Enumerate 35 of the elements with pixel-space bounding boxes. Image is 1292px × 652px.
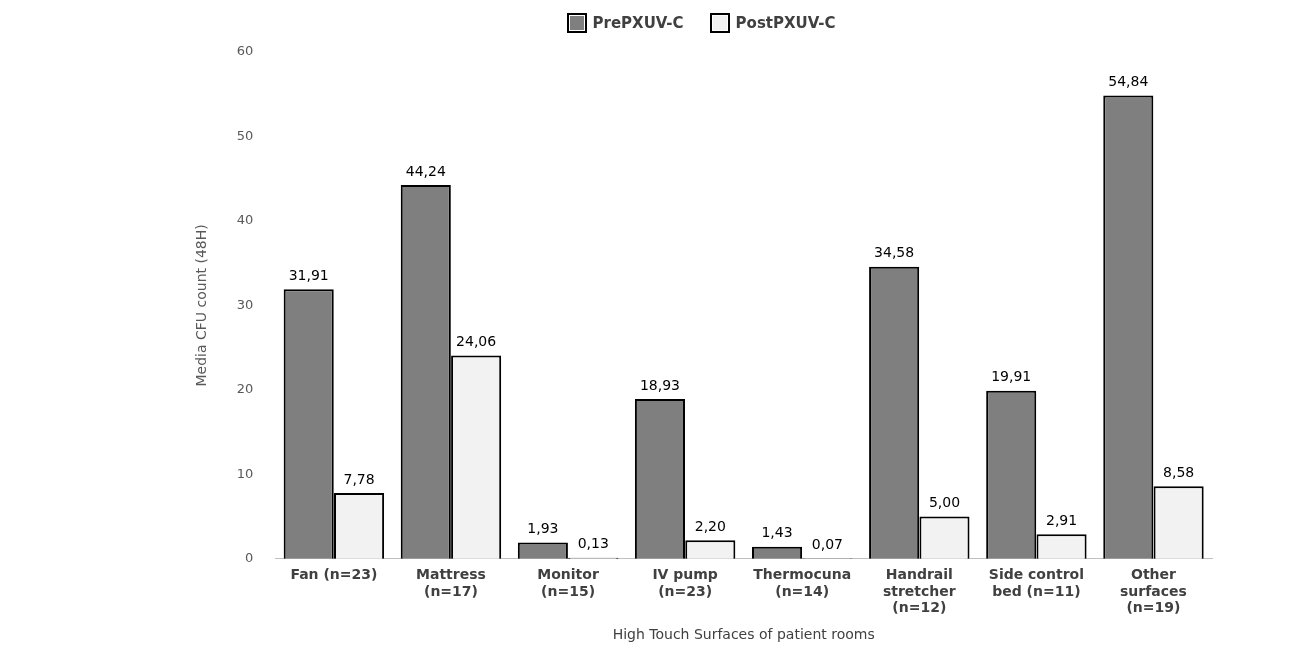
data-label: 5,00 [928, 494, 961, 511]
x-tick-label: Fan (n=23) [290, 565, 378, 582]
y-tick-label: 20 [236, 381, 254, 397]
x-tick-label: Thermocuna (n=14) [753, 565, 852, 599]
x-tick-label: IV pump (n=23) [652, 565, 718, 599]
x-tick-label: Side control bed (n=11) [988, 565, 1084, 599]
legend-label: PostPXUV-C [735, 14, 836, 32]
x-axis-title: High Touch Surfaces of patient rooms [612, 626, 875, 643]
data-label: 2,91 [1045, 511, 1078, 528]
data-label: 44,24 [405, 162, 446, 179]
y-tick-label: 30 [236, 296, 254, 312]
y-tick-label: 0 [245, 550, 254, 566]
data-label: 0,07 [811, 535, 843, 552]
y-tick-label: 40 [236, 212, 254, 228]
data-label: 18,93 [639, 376, 680, 393]
y-tick-label: 60 [236, 43, 254, 59]
x-tick-label: Monitor (n=15) [537, 565, 599, 599]
x-tick-label: Handrail stretcher (n=12) [882, 565, 956, 616]
data-label: 1,43 [761, 524, 793, 541]
data-label: 0,13 [577, 535, 609, 552]
y-axis-title: Media CFU count (48H) [193, 224, 210, 387]
data-label: 54,84 [1108, 73, 1149, 90]
y-tick-label: 50 [236, 127, 254, 143]
data-label: 7,78 [343, 470, 375, 487]
x-tick-label: Other surfaces (n=19) [1120, 565, 1187, 616]
data-label: 24,06 [456, 333, 497, 350]
x-tick-label: Mattress (n=17) [416, 565, 486, 599]
legend-label: PrePXUV-C [592, 14, 684, 32]
data-label: 1,93 [527, 520, 559, 537]
data-label: 19,91 [991, 368, 1032, 385]
data-label: 31,91 [288, 266, 329, 283]
data-label: 2,20 [694, 517, 726, 534]
y-tick-label: 10 [236, 465, 254, 481]
data-label: 34,58 [874, 244, 915, 261]
data-label: 8,58 [1163, 463, 1195, 480]
